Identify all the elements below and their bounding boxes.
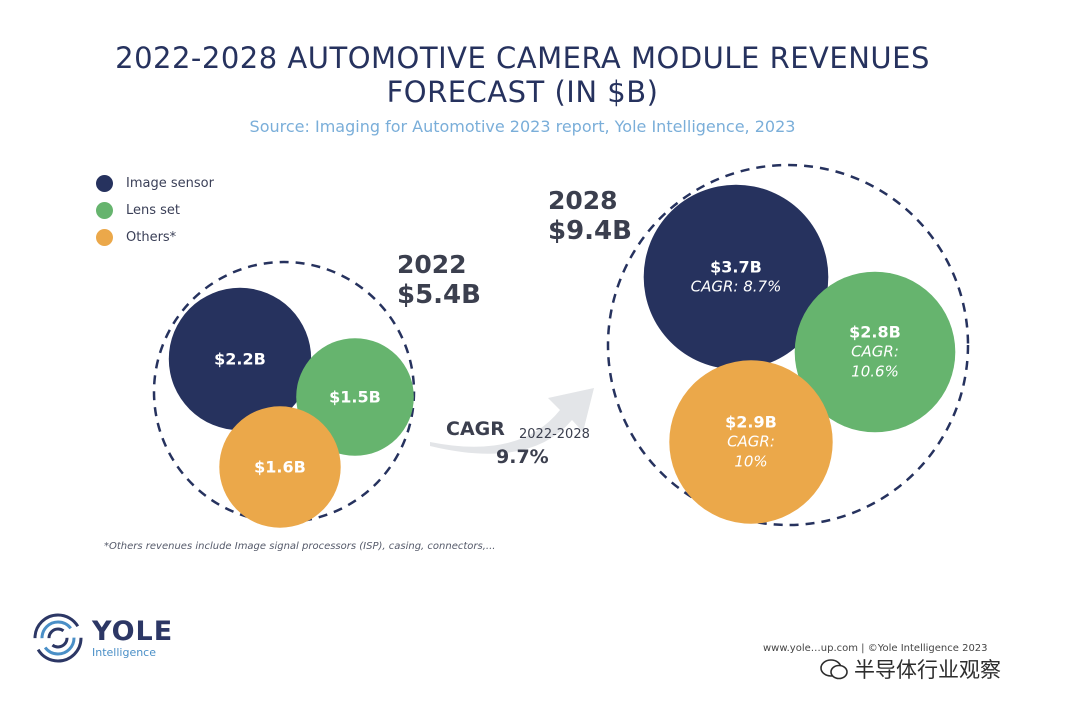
bubble-value: $2.9B: [725, 412, 777, 432]
legend-item-others: Others*: [96, 224, 214, 251]
bubble-label-sensor-2022: $2.2B: [214, 350, 266, 369]
bubble-lens-set-2022: [296, 338, 414, 456]
bubble-cagr-line2: 10.6%: [851, 362, 899, 381]
bubble-value: $2.8B: [849, 322, 901, 342]
bubble-cagr: CAGR: 8.7%: [690, 277, 782, 296]
bubble-label-sensor-2028: $3.7B CAGR: 8.7%: [691, 258, 782, 297]
footnote: *Others revenues include Image signal pr…: [104, 541, 496, 552]
cagr-years: 2022-2028: [519, 427, 590, 442]
legend-label: Image sensor: [126, 176, 214, 191]
bubble-image-sensor-2022: [168, 287, 312, 431]
logo-sub: Intelligence: [92, 645, 157, 659]
cagr-arrow: [430, 388, 594, 454]
year-2022-block: 2022 $5.4B: [397, 250, 481, 310]
legend-swatch-image-sensor: [96, 175, 113, 192]
legend-swatch-lens-set: [96, 202, 113, 219]
bubble-label-others-2028: $2.9B CAGR: 10%: [725, 413, 777, 472]
bubble-value: $1.6B: [254, 457, 306, 477]
chart-source: Source: Imaging for Automotive 2023 repo…: [249, 117, 796, 136]
bubble-value: $2.2B: [214, 349, 266, 369]
watermark-text: 半导体行业观察: [854, 658, 1001, 682]
bubble-label-others-2022: $1.6B: [254, 458, 306, 477]
year-2022-label: 2022: [397, 250, 467, 279]
cagr-label: CAGR: [446, 418, 505, 440]
yole-logo-icon: [33, 613, 83, 663]
bubble-cagr-line1: CAGR:: [727, 432, 775, 451]
year-2028-label: 2028: [548, 186, 618, 215]
bubble-label-lens-2022: $1.5B: [329, 388, 381, 407]
legend-label: Others*: [126, 230, 177, 245]
bubble-lens-set-2028: [794, 271, 956, 433]
bubble-value: $1.5B: [329, 387, 381, 407]
bubble-value: $3.7B: [710, 257, 762, 277]
bubble-label-lens-2028: $2.8B CAGR: 10.6%: [849, 323, 901, 382]
bubble-image-sensor-2028: [643, 184, 829, 370]
year-2028-block: 2028 $9.4B: [548, 186, 632, 246]
bubble-cagr-line2: 10%: [734, 452, 768, 471]
legend-item-image-sensor: Image sensor: [96, 170, 214, 197]
group-circle-2028: [606, 163, 970, 527]
cagr-value: 9.7%: [496, 446, 549, 468]
group-circle-2022: [152, 260, 416, 524]
year-2022-total: $5.4B: [397, 280, 481, 310]
chart-title-line2: FORECAST (IN $B): [386, 75, 659, 109]
legend-swatch-others: [96, 229, 113, 246]
wechat-icon: [820, 659, 848, 680]
bubble-others-2028: [669, 360, 833, 524]
legend-label: Lens set: [126, 203, 181, 218]
bubble-cagr-line1: CAGR:: [851, 342, 899, 361]
bubble-layer: [168, 184, 956, 528]
logo-name: YOLE: [92, 615, 174, 647]
legend: Image sensor Lens set Others*: [96, 170, 214, 251]
credits: www.yole…up.com | ©Yole Intelligence 202…: [763, 643, 988, 654]
yole-logo: YOLE Intelligence: [32, 612, 173, 664]
chart-title-line1: 2022-2028 AUTOMOTIVE CAMERA MODULE REVEN…: [115, 41, 930, 75]
legend-item-lens-set: Lens set: [96, 197, 214, 224]
year-2028-total: $9.4B: [548, 216, 632, 246]
watermark: 半导体行业观察: [820, 654, 1001, 684]
bubble-others-2022: [219, 406, 341, 528]
